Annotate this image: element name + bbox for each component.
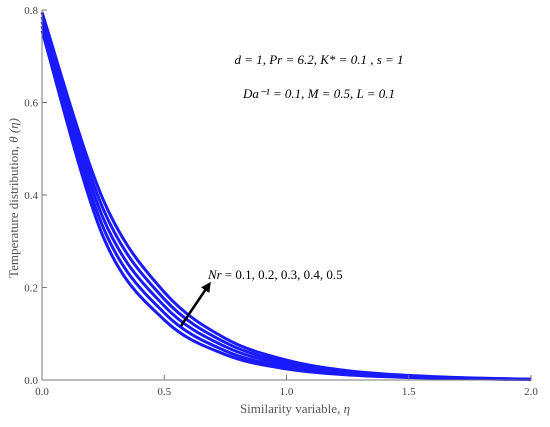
series-line-1 [40, 30, 532, 382]
arrow-label-symbol: Nr [207, 267, 223, 282]
x-axis-title-symbol: η [344, 401, 350, 416]
y-tick-label: 0.4 [24, 190, 38, 202]
series-line-5 [40, 11, 532, 381]
parameters-annotation-line1: d = 1, Pr = 6.2, K* = 0.1 , s = 1 [234, 52, 403, 67]
increasing-parameter-arrow [179, 281, 211, 327]
series-line-2 [40, 25, 532, 381]
y-tick-label: 0.2 [24, 283, 38, 295]
x-tick-label: 0.0 [35, 386, 49, 398]
y-tick-label: 0.8 [24, 5, 38, 17]
x-ticks-group: 0.0 0.5 1.0 1.5 2.0 [35, 375, 538, 398]
y-tick-label: 0.0 [24, 375, 38, 387]
parameters-annotation-line2: Da⁻¹ = 0.1, M = 0.5, L = 0.1 [242, 86, 395, 101]
y-tick-label: 0.6 [24, 98, 38, 110]
x-tick-label: 0.5 [157, 386, 171, 398]
x-tick-label: 2.0 [524, 386, 538, 398]
x-tick-label: 1.0 [280, 386, 294, 398]
x-axis-title-text: Similarity variable, [240, 401, 344, 416]
y-axis-title: Temperature distribution, θ (η) [6, 118, 21, 278]
arrow-label: Nr = 0.1, 0.2, 0.3, 0.4, 0.5 [207, 267, 343, 282]
y-axis-title-text: Temperature distribution, [6, 143, 21, 278]
x-axis-title: Similarity variable, η [240, 401, 350, 416]
arrow-label-values: = 0.1, 0.2, 0.3, 0.4, 0.5 [225, 267, 343, 282]
x-tick-label: 1.5 [402, 386, 416, 398]
series-line-3 [40, 21, 532, 381]
y-axis-title-symbol: θ (η) [6, 118, 21, 143]
curves-group [40, 11, 532, 382]
y-ticks-group: 0.0 0.2 0.4 0.6 0.8 [24, 5, 47, 387]
series-line-4 [40, 16, 532, 381]
